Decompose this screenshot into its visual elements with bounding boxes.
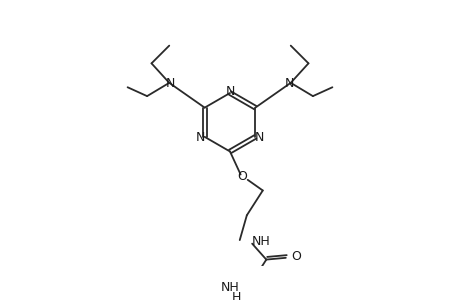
Text: N: N [225, 85, 234, 98]
Text: N: N [195, 131, 205, 144]
Text: NH: NH [220, 281, 239, 294]
Text: H: H [232, 291, 241, 300]
Text: O: O [237, 170, 247, 183]
Text: O: O [291, 250, 301, 263]
Text: N: N [165, 77, 174, 90]
Text: N: N [254, 131, 264, 144]
Text: NH: NH [252, 236, 270, 248]
Text: N: N [285, 77, 294, 90]
